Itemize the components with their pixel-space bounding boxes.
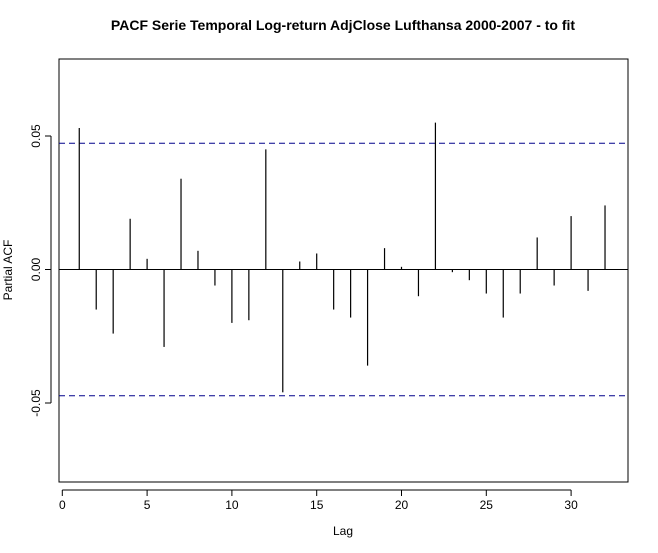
y-tick-label: 0.00 [29, 257, 43, 281]
y-tick-label: 0.05 [29, 124, 43, 148]
x-tick-label: 5 [144, 498, 151, 512]
chart-marks: 0 5 10 15 20 25 30 -0.05 0.00 0.05 [29, 122, 628, 512]
x-tick-label: 0 [59, 498, 66, 512]
plot-frame [58, 58, 629, 483]
x-tick-label: 20 [395, 498, 409, 512]
x-tick-label: 15 [310, 498, 324, 512]
x-axis-label: Lag [333, 524, 353, 538]
y-tick-label: -0.05 [29, 389, 43, 417]
y-axis-label: Partial ACF [1, 240, 15, 301]
x-tick-label: 10 [225, 498, 239, 512]
chart-title: PACF Serie Temporal Log-return AdjClose … [111, 17, 575, 33]
x-tick-label: 30 [564, 498, 578, 512]
x-tick-label: 25 [480, 498, 494, 512]
